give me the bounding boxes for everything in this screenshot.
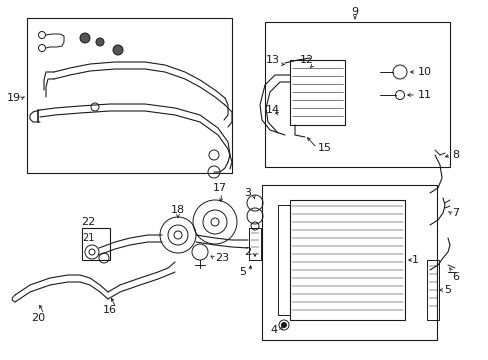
Circle shape xyxy=(113,45,123,55)
Bar xyxy=(264,22,449,167)
Text: 22: 22 xyxy=(81,217,95,227)
Text: 17: 17 xyxy=(212,183,226,193)
Circle shape xyxy=(96,38,104,46)
Bar xyxy=(82,228,110,260)
Text: 7: 7 xyxy=(451,208,458,218)
Bar xyxy=(289,60,345,125)
Text: 4: 4 xyxy=(270,325,277,335)
Text: 18: 18 xyxy=(171,205,184,215)
Text: 2: 2 xyxy=(244,247,251,257)
Text: 11: 11 xyxy=(417,90,431,100)
Text: 10: 10 xyxy=(417,67,431,77)
Circle shape xyxy=(281,323,286,328)
Text: 1: 1 xyxy=(411,255,418,265)
Bar xyxy=(278,205,289,315)
Bar xyxy=(27,18,231,173)
Text: 14: 14 xyxy=(265,105,280,115)
Text: 3: 3 xyxy=(244,188,251,198)
Bar xyxy=(262,185,436,340)
Text: 13: 13 xyxy=(265,55,280,65)
Text: 5: 5 xyxy=(443,285,450,295)
Circle shape xyxy=(80,33,90,43)
Text: 16: 16 xyxy=(103,305,117,315)
Bar xyxy=(426,260,438,320)
Text: 19: 19 xyxy=(7,93,21,103)
Text: 21: 21 xyxy=(81,233,94,243)
Text: 5: 5 xyxy=(239,267,246,277)
Text: 9: 9 xyxy=(351,7,358,17)
Text: 8: 8 xyxy=(451,150,458,160)
Text: 6: 6 xyxy=(451,272,458,282)
Text: 12: 12 xyxy=(299,55,313,65)
Bar xyxy=(289,200,404,320)
Text: 20: 20 xyxy=(31,313,45,323)
Bar xyxy=(248,228,261,260)
Text: 23: 23 xyxy=(215,253,229,263)
Text: 15: 15 xyxy=(317,143,331,153)
